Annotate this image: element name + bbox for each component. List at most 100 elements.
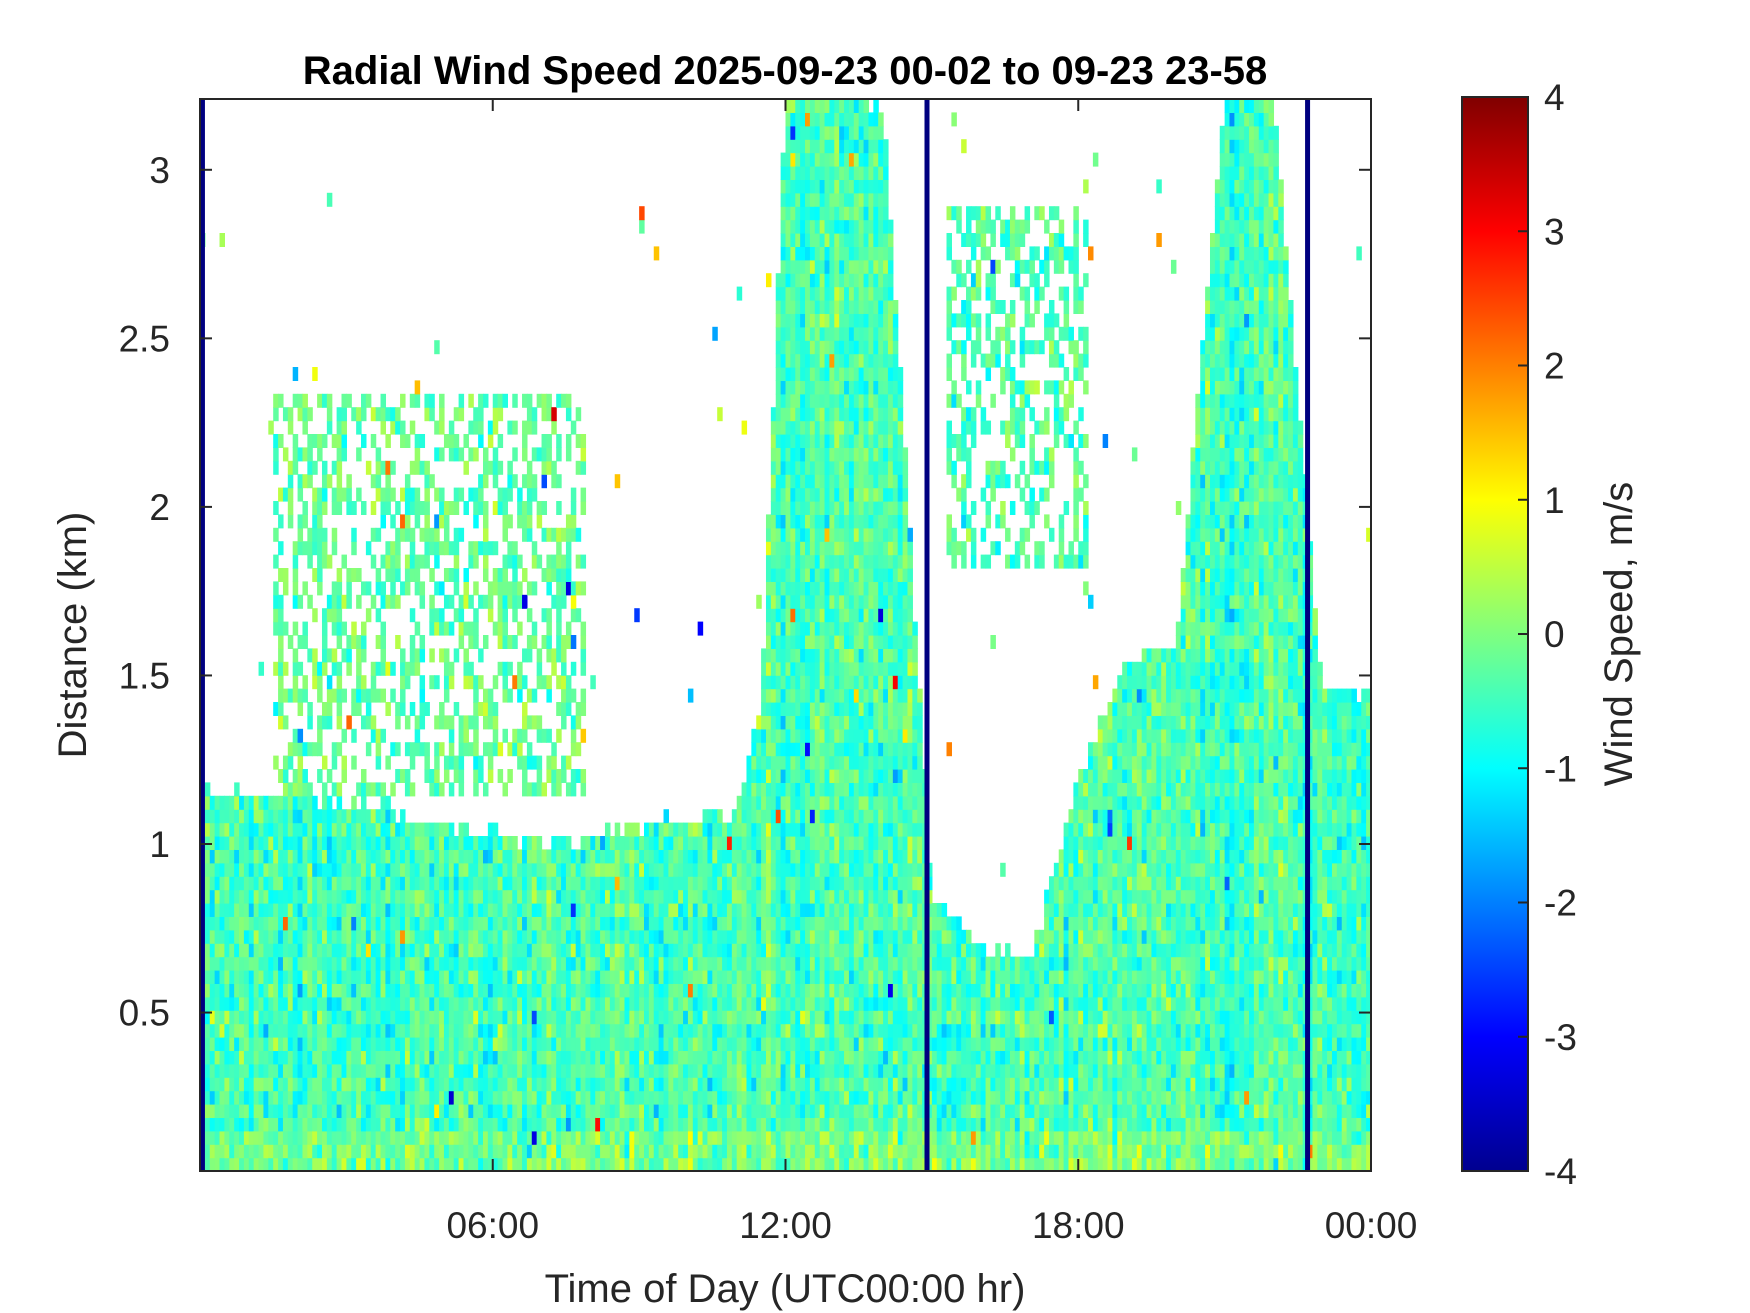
heatmap-cell — [653, 1157, 660, 1171]
heatmap-cell — [702, 1157, 709, 1171]
heatmap-cell — [726, 1130, 733, 1145]
heatmap-cell — [736, 1157, 743, 1171]
heatmap-cell — [702, 1144, 709, 1159]
heatmap-cell — [746, 889, 752, 904]
heatmap-cell — [805, 300, 811, 314]
heatmap-cell — [653, 983, 660, 998]
heatmap-cell — [239, 956, 245, 971]
heatmap-cell — [224, 795, 230, 810]
heatmap-cell — [273, 929, 279, 944]
heatmap-cell — [546, 983, 552, 998]
heatmap-cell — [317, 434, 323, 448]
heatmap-cell — [614, 1144, 621, 1159]
heatmap-cell — [731, 1117, 738, 1132]
heatmap-cell — [419, 1104, 426, 1118]
heatmap-cell — [522, 956, 528, 971]
heatmap-cell — [790, 568, 796, 582]
heatmap-cell — [692, 876, 699, 891]
heatmap-cell — [248, 916, 255, 931]
heatmap-cell — [390, 836, 396, 850]
heatmap-cell — [492, 1104, 499, 1118]
heatmap-cell — [731, 916, 738, 931]
heatmap-cell — [414, 1063, 421, 1078]
heatmap-cell — [805, 889, 811, 904]
heatmap-cell — [561, 1117, 567, 1132]
heatmap-cell — [770, 675, 777, 690]
heatmap-cell — [765, 675, 772, 690]
heatmap-cell — [317, 487, 323, 502]
heatmap-cell — [380, 460, 387, 475]
heatmap-cell — [765, 795, 772, 810]
heatmap-cell — [702, 929, 709, 944]
heatmap-cell — [351, 635, 357, 649]
heatmap-cell — [580, 929, 587, 944]
heatmap-cell — [790, 152, 796, 167]
heatmap-cell — [644, 916, 650, 931]
heatmap-cell — [551, 849, 557, 864]
heatmap-cell — [273, 889, 279, 904]
heatmap-cell — [726, 983, 733, 998]
heatmap-cell — [224, 916, 230, 931]
heatmap-cell — [380, 849, 387, 864]
heatmap-cell — [819, 822, 826, 837]
heatmap-cell — [219, 809, 225, 824]
heatmap-cell — [356, 635, 362, 649]
heatmap-cell — [790, 487, 796, 502]
heatmap-cell — [800, 983, 806, 998]
heatmap-cell — [565, 970, 572, 984]
heatmap-cell — [541, 1077, 548, 1092]
heatmap-cell — [468, 554, 474, 569]
heatmap-cell — [507, 876, 513, 891]
heatmap-cell — [546, 621, 552, 636]
heatmap-cell — [429, 594, 435, 609]
heatmap-cell — [336, 661, 343, 676]
heatmap-cell — [395, 916, 401, 931]
heatmap-cell — [463, 849, 469, 864]
heatmap-cell — [209, 983, 216, 998]
heatmap-cell — [239, 836, 245, 850]
heatmap-cell — [570, 929, 577, 944]
heatmap-cell — [692, 970, 699, 984]
heatmap-cell — [204, 809, 211, 824]
heatmap-cell — [756, 1117, 762, 1132]
heatmap-cell — [575, 876, 582, 891]
heatmap-cell — [824, 1010, 831, 1025]
heatmap-cell — [722, 1023, 728, 1038]
heatmap-cell — [282, 970, 289, 984]
heatmap-cell — [731, 1037, 738, 1051]
heatmap-cell — [307, 983, 313, 998]
heatmap-cell — [317, 527, 323, 542]
heatmap-cell — [741, 1063, 748, 1078]
heatmap-cell — [302, 903, 308, 917]
heatmap-cell — [819, 795, 826, 810]
heatmap-cell — [463, 996, 469, 1011]
heatmap-cell — [458, 1050, 465, 1065]
heatmap-cell — [273, 876, 279, 891]
heatmap-cell — [331, 1023, 338, 1038]
heatmap-cell — [273, 1117, 279, 1132]
heatmap-cell — [321, 1010, 328, 1025]
heatmap-cell — [512, 1063, 518, 1078]
heatmap-cell — [541, 460, 548, 475]
heatmap-cell — [551, 1104, 557, 1118]
heatmap-cell — [478, 474, 484, 489]
heatmap-cell — [497, 407, 504, 422]
heatmap-cell — [414, 996, 421, 1011]
heatmap-cell — [809, 1037, 816, 1051]
heatmap-cell — [400, 702, 406, 716]
heatmap-cell — [726, 1144, 733, 1159]
heatmap-cell — [800, 903, 806, 917]
heatmap-cell — [673, 929, 679, 944]
heatmap-cell — [370, 1010, 377, 1025]
heatmap-cell — [385, 795, 391, 810]
heatmap-cell — [400, 809, 406, 824]
heatmap-cell — [341, 1010, 347, 1025]
heatmap-cell — [448, 822, 455, 837]
heatmap-cell — [761, 675, 767, 690]
heatmap-cell — [692, 1050, 699, 1065]
heatmap-cell — [292, 1144, 299, 1159]
heatmap-cell — [321, 822, 328, 837]
heatmap-cell — [814, 420, 821, 435]
heatmap-cell — [590, 675, 596, 690]
heatmap-cell — [375, 889, 382, 904]
